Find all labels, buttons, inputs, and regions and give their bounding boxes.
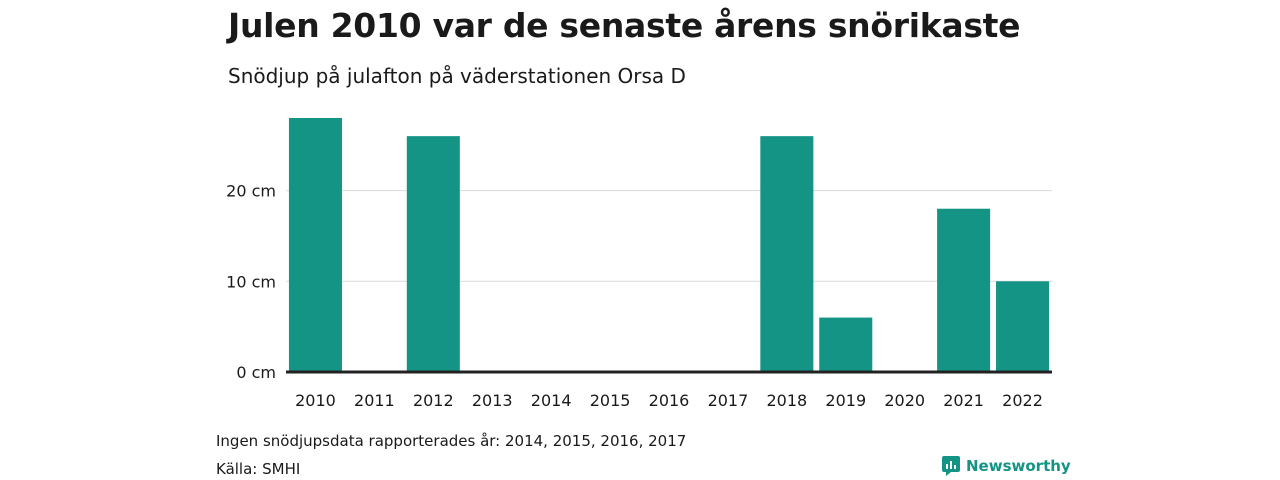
brand-name: Newsworthy bbox=[966, 457, 1071, 475]
chart-subtitle: Snödjup på julafton på väderstationen Or… bbox=[228, 64, 686, 88]
x-tick-label: 2011 bbox=[354, 391, 395, 410]
x-tick-label: 2021 bbox=[943, 391, 984, 410]
x-tick-label: 2010 bbox=[295, 391, 336, 410]
y-tick-label: 10 cm bbox=[226, 272, 276, 291]
y-tick-label: 0 cm bbox=[236, 363, 276, 382]
source-note: Källa: SMHI bbox=[216, 460, 301, 478]
x-tick-label: 2022 bbox=[1002, 391, 1043, 410]
x-tick-label: 2019 bbox=[825, 391, 866, 410]
newsworthy-logo-icon bbox=[942, 456, 960, 476]
x-tick-label: 2014 bbox=[531, 391, 572, 410]
bar bbox=[760, 136, 814, 372]
bar bbox=[288, 118, 342, 372]
bar bbox=[996, 281, 1050, 372]
bar bbox=[819, 317, 873, 372]
bar bbox=[937, 208, 991, 372]
x-tick-label: 2012 bbox=[413, 391, 454, 410]
footnote: Ingen snödjupsdata rapporterades år: 201… bbox=[216, 432, 687, 450]
x-tick-label: 2018 bbox=[766, 391, 807, 410]
brand-logo: Newsworthy bbox=[942, 456, 1071, 476]
x-tick-label: 2015 bbox=[590, 391, 631, 410]
chart-title: Julen 2010 var de senaste årens snörikas… bbox=[228, 6, 1021, 45]
bar-chart: 0 cm 10 cm 20 cm 2010 2011 2012 2013 2014 2015 20… bbox=[226, 118, 1052, 410]
x-tick-label: 2013 bbox=[472, 391, 513, 410]
x-tick-label: 2016 bbox=[649, 391, 690, 410]
y-tick-label: 20 cm bbox=[226, 182, 276, 201]
x-tick-label: 2020 bbox=[884, 391, 925, 410]
bar bbox=[406, 136, 460, 372]
x-tick-label: 2017 bbox=[708, 391, 749, 410]
